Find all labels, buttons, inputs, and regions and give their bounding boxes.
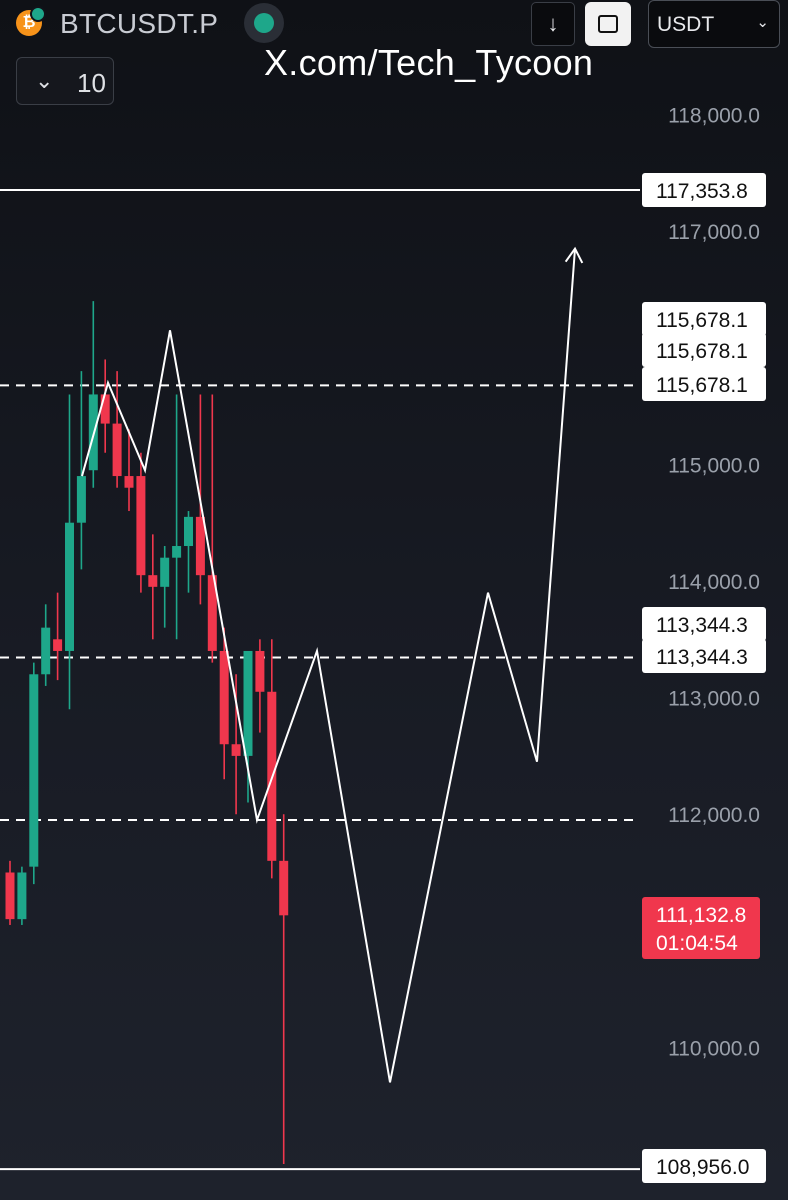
candle-body [112, 423, 122, 477]
candle-body [41, 627, 51, 675]
level-price-tag: 113,344.3 [642, 639, 766, 673]
candle-body [195, 516, 205, 576]
projection-path [81, 248, 576, 1083]
candle-body [231, 744, 241, 756]
candle-body [243, 650, 253, 756]
stacked-price-tag: 113,344.3 [642, 607, 766, 641]
chevron-down-icon: ⌄ [756, 14, 769, 31]
price-label-text: 108,956.0 [656, 1156, 749, 1179]
watermark-text: X.com/Tech_Tycoon [264, 42, 594, 83]
status-dot-icon [254, 13, 274, 33]
candle-body [76, 476, 86, 523]
candle-body [255, 650, 265, 692]
candle-body [29, 674, 39, 867]
price-label-box [642, 172, 766, 207]
arrow-down-icon: ↓ [547, 11, 559, 36]
price-label-text: 113,344.3 [656, 646, 748, 669]
candle-body [207, 575, 217, 651]
price-label-box [642, 367, 766, 401]
stacked-price-tag: 115,678.1 [642, 302, 766, 336]
currency-select[interactable]: USDT ⌄ [648, 0, 780, 48]
candle-body [17, 872, 27, 920]
level-price-tag: 108,956.0 [642, 1149, 766, 1183]
candle-body [148, 575, 158, 587]
level-price-tag: 115,678.1 [642, 367, 766, 401]
chevron-down-icon: ⌄ [35, 68, 54, 93]
candle-body [184, 516, 193, 547]
candle-body [124, 476, 134, 488]
candle-body [172, 546, 182, 558]
price-label-box [642, 1149, 766, 1183]
y-axis-tick-label: 110,000.0 [668, 1037, 760, 1060]
projection-arrowhead [564, 246, 584, 264]
candle-body [65, 522, 74, 651]
interval-value: 10 [77, 68, 106, 98]
last-price-value: 111,132.8 [656, 904, 746, 927]
price-label-text: 117,353.8 [656, 180, 748, 203]
price-label-box [642, 333, 766, 367]
market-status-button[interactable] [244, 3, 284, 43]
price-label-text: 115,678.1 [656, 340, 748, 363]
last-price-box [642, 897, 760, 959]
candle-body [53, 639, 63, 651]
level-price-tag: 117,353.8 [642, 172, 766, 207]
candle-body [136, 476, 146, 576]
price-label-box [642, 302, 766, 336]
y-axis-tick-label: 117,000.0 [668, 221, 760, 244]
y-axis-tick-label: 115,000.0 [668, 454, 760, 477]
candle-body [279, 860, 289, 916]
stacked-price-tag: 115,678.1 [642, 333, 766, 367]
y-axis-tick-label: 114,000.0 [668, 571, 760, 594]
price-label-text: 115,678.1 [656, 309, 748, 332]
last-price-tag: 111,132.8 01:04:54 [642, 897, 760, 959]
candle-body [100, 394, 110, 424]
fullscreen-button[interactable] [585, 2, 631, 46]
currency-value: USDT [657, 13, 715, 36]
perpetual-badge-icon [30, 6, 46, 22]
candle-body [219, 650, 229, 745]
candle-body [5, 872, 15, 920]
frame-icon [598, 15, 618, 33]
price-label-text: 113,344.3 [656, 614, 748, 637]
y-axis-tick-label: 112,000.0 [668, 804, 760, 827]
candle-countdown: 01:04:54 [656, 932, 738, 955]
y-axis-tick-label: 113,000.0 [668, 688, 760, 711]
symbol-label[interactable]: BTCUSDT.P [60, 8, 219, 39]
y-axis-tick-label: 118,000.0 [668, 105, 760, 128]
chart-header: ₿ BTCUSDT.P ↓ USDT ⌄ [0, 0, 788, 48]
price-label-text: 115,678.1 [656, 374, 748, 397]
interval-select[interactable]: ⌄ 10 [16, 57, 114, 105]
scroll-to-latest-button[interactable]: ↓ [531, 2, 575, 46]
price-label-box [642, 607, 766, 641]
candle-body [160, 557, 170, 587]
price-label-box [642, 639, 766, 673]
